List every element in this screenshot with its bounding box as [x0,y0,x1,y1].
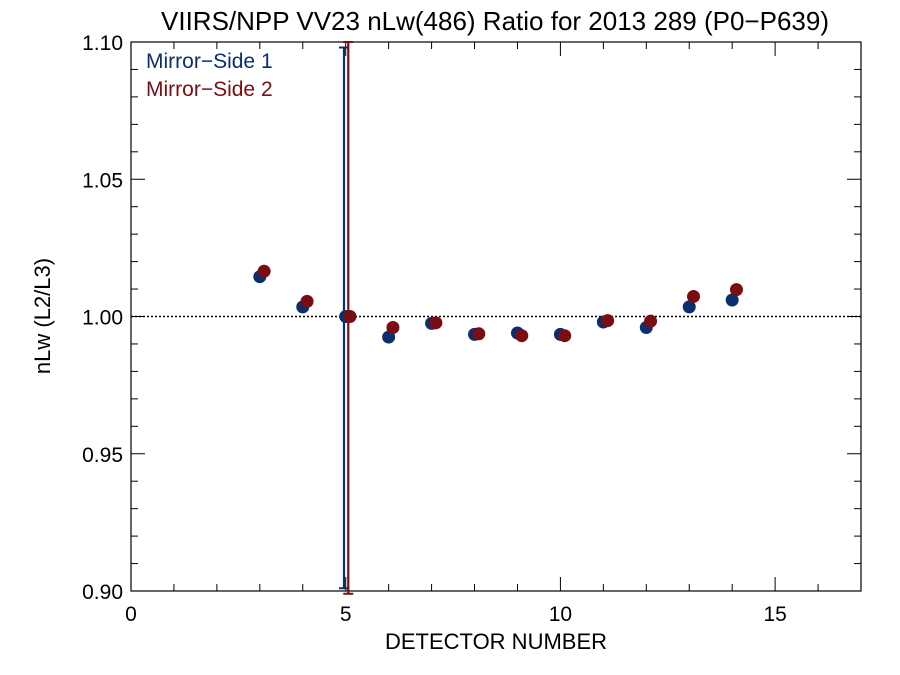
legend-item-mirror-side-2: Mirror−Side 2 [146,78,273,101]
legend-item-mirror-side-1: Mirror−Side 1 [146,50,273,73]
data-point [343,310,357,323]
data-point [472,327,486,341]
data-point [682,300,696,314]
y-axis-label: nLw (L2/L3) [30,258,55,374]
data-point [644,314,658,328]
y-tick-label: 0.95 [82,444,123,467]
data-point [558,329,572,343]
data-point [725,293,739,307]
y-tick-label: 0.90 [82,581,123,604]
data-point [729,283,743,297]
x-tick-label: 10 [549,603,572,626]
chart-title: VIIRS/NPP VV23 nLw(486) Ratio for 2013 2… [161,6,829,36]
y-tick-label: 1.10 [82,32,123,55]
data-point [429,316,443,330]
data-point [515,329,529,343]
axis-ticks [130,41,862,592]
legend: Mirror−Side 1 Mirror−Side 2 [146,50,273,101]
data-point [257,264,271,278]
data-point [300,294,314,308]
x-tick-label: 5 [340,603,352,626]
x-tick-label: 15 [763,603,786,626]
data-point [601,314,615,328]
y-tick-label: 1.00 [82,307,123,330]
data-point [687,289,701,303]
x-tick-label: 0 [125,603,137,626]
y-tick-label: 1.05 [82,169,123,192]
data-points [253,264,743,344]
data-point [386,320,400,334]
x-axis-label: DETECTOR NUMBER [385,629,607,654]
tick-labels: 0 5 10 15 0.90 0.95 1.00 1.05 1.10 [82,32,787,626]
